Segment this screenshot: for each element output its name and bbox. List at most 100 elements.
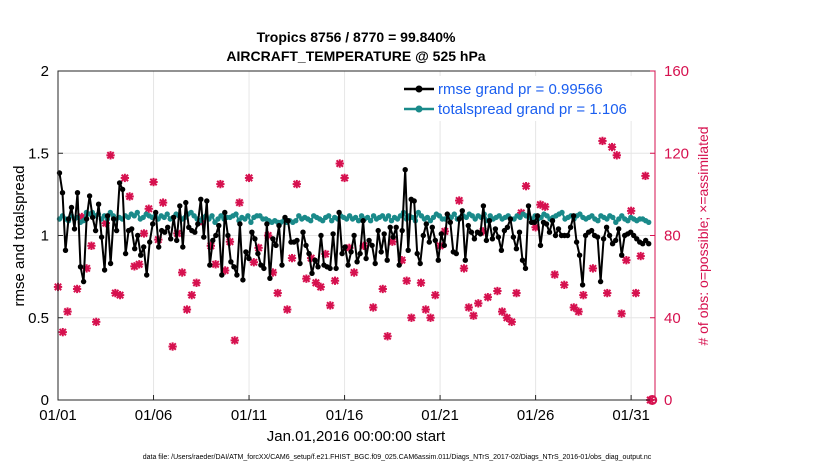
spread-point [451, 211, 457, 217]
obs-marker [603, 288, 612, 298]
rmse-point [504, 224, 511, 230]
obs-marker [144, 204, 153, 213]
spread-point [245, 213, 251, 219]
rmse-point [519, 257, 526, 263]
rmse-point [468, 229, 475, 235]
rmse-point [432, 237, 438, 244]
rmse-point [588, 227, 595, 234]
rmse-point [567, 224, 574, 230]
chart-title: Tropics 8756 / 8770 = 99.840% [257, 29, 456, 45]
rmse-point [192, 229, 198, 235]
obs-marker [63, 307, 72, 316]
rmse-point [138, 252, 144, 258]
rmse-point [110, 216, 117, 222]
rmse-point [372, 260, 378, 267]
rmse-point [606, 232, 613, 239]
rmse-point [616, 226, 622, 232]
rmse-point [243, 249, 249, 255]
spread-point [646, 219, 652, 225]
rmse-point [315, 264, 321, 270]
rmse-point [600, 236, 607, 242]
spread-point [308, 218, 314, 224]
legend-rmse-label: rmse grand pr = 0.99566 [438, 81, 603, 98]
rmse-point [570, 213, 577, 219]
obs-marker [631, 288, 641, 298]
rmse-point [213, 232, 219, 239]
rmse-point [576, 252, 583, 258]
rmse-point [285, 218, 291, 224]
rmse-point [306, 250, 312, 257]
rmse-point [498, 247, 505, 253]
obs-marker [168, 342, 177, 351]
obs-marker [421, 305, 430, 314]
obs-marker [383, 332, 392, 341]
rmse-point [603, 224, 610, 230]
obs-marker [431, 290, 440, 300]
rmse-point [619, 252, 625, 258]
rmse-point [261, 265, 267, 272]
rmse-point [477, 231, 484, 237]
obs-marker [598, 136, 607, 146]
rmse-point [369, 242, 375, 249]
rmse-point [495, 234, 502, 240]
rmse-point [462, 257, 468, 263]
rmse-point [171, 214, 177, 221]
obs-marker [588, 264, 598, 273]
rmse-point [381, 231, 387, 237]
rmse-point [71, 226, 78, 232]
rmse-point [297, 260, 303, 267]
rmse-point [456, 216, 462, 222]
rmse-point [300, 229, 306, 235]
rmse-point [426, 239, 432, 245]
x-tick-label: 01/16 [326, 407, 364, 424]
rmse-point [147, 239, 153, 245]
obs-marker [426, 313, 435, 322]
obs-marker [574, 307, 583, 316]
rmse-point [549, 218, 556, 224]
rmse-point [351, 232, 357, 239]
rmse-point [525, 203, 532, 209]
rmse-point [345, 262, 351, 268]
obs-marker [493, 286, 502, 296]
rmse-point [513, 246, 520, 252]
rmse-point [384, 257, 390, 263]
rmse-point [89, 214, 96, 221]
rmse-point [104, 213, 111, 219]
spread-point [209, 213, 215, 219]
rmse-point [646, 241, 652, 247]
obs-marker [187, 290, 196, 300]
obs-marker [464, 303, 473, 312]
legend-spread-marker [415, 105, 423, 113]
data-file-footnote: data file: /Users/raeder/DAI/ATM_forcXX/… [143, 454, 652, 461]
rmse-point [402, 167, 408, 173]
rmse-point [597, 278, 604, 285]
y-axis: 0 0.5 1 1.5 2 [28, 63, 63, 409]
rmse-point [564, 232, 571, 239]
obs-marker [106, 151, 115, 160]
obs-marker [407, 313, 416, 322]
obs-marker [72, 284, 82, 294]
rmse-point [441, 242, 447, 249]
rmse-point [396, 262, 402, 268]
rmse-point [201, 234, 207, 240]
x-tick-label: 01/06 [135, 407, 173, 424]
obs-marker [230, 336, 239, 345]
y-right-tick-label: 80 [664, 228, 681, 245]
rmse-point [204, 198, 210, 204]
rmse-point [522, 265, 529, 272]
rmse-point [378, 249, 384, 255]
obs-marker [182, 305, 192, 314]
rmse-point [405, 247, 411, 253]
obs-marker [216, 179, 225, 189]
rmse-point [216, 222, 222, 229]
rmse-point [255, 250, 261, 257]
obs-marker [579, 290, 588, 300]
rmse-point [80, 278, 87, 285]
obs-marker [349, 268, 359, 277]
rmse-point [107, 260, 114, 267]
rmse-point [237, 221, 243, 227]
rmse-point [129, 226, 135, 232]
obs-marker [459, 264, 469, 273]
rmse-point [393, 224, 399, 230]
